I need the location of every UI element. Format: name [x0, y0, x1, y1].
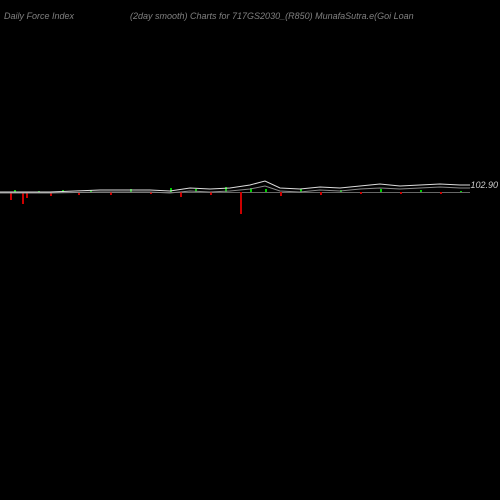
price-label: 102.90	[470, 180, 498, 190]
price-lines	[0, 0, 500, 500]
chart-area: 102.90	[0, 0, 500, 500]
